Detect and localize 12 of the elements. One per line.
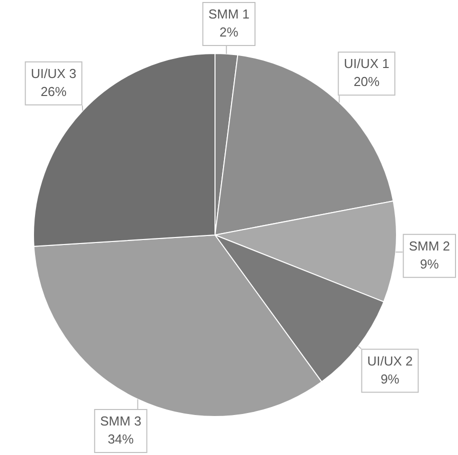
slice-label: UI/UX 3 bbox=[30, 66, 76, 81]
data-label: 9% bbox=[380, 371, 400, 386]
data-label: 20% bbox=[354, 74, 380, 90]
data-label: 2% bbox=[220, 24, 239, 40]
data-label: 9% bbox=[420, 256, 440, 272]
slice-label: SMM 1 bbox=[208, 6, 250, 22]
slice-label: UI/UX 2 bbox=[367, 353, 413, 368]
slice-label: SMM 3 bbox=[100, 414, 142, 429]
slice-label: SMM 2 bbox=[408, 238, 450, 254]
slice-label: UI/UX 1 bbox=[344, 56, 390, 72]
data-label: 34% bbox=[108, 432, 134, 447]
data-label: 26% bbox=[40, 84, 68, 99]
